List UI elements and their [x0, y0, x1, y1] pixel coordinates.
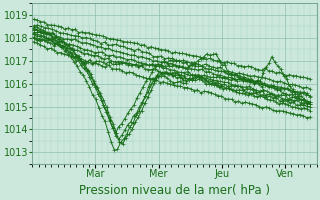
X-axis label: Pression niveau de la mer( hPa ): Pression niveau de la mer( hPa )	[79, 184, 270, 197]
